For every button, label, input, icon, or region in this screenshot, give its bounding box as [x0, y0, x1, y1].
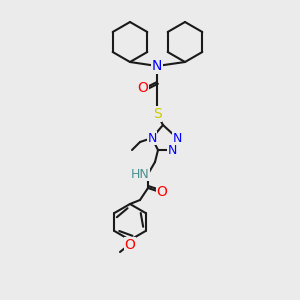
Text: O: O — [138, 81, 148, 95]
Text: S: S — [153, 107, 161, 121]
Text: S: S — [153, 107, 161, 121]
Text: O: O — [124, 238, 135, 252]
Text: N: N — [152, 59, 162, 73]
Text: N: N — [167, 143, 177, 157]
Text: HN: HN — [130, 167, 149, 181]
Text: N: N — [147, 131, 157, 145]
Text: N: N — [172, 131, 182, 145]
Text: O: O — [157, 185, 167, 199]
